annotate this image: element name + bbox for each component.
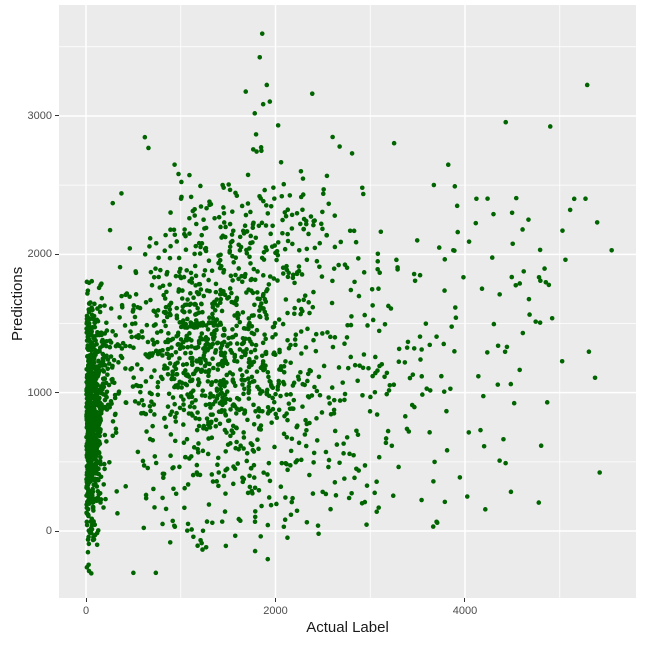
y-tick-mark (55, 392, 59, 394)
scatter-points-canvas (59, 5, 636, 598)
x-tick-mark (464, 598, 466, 602)
x-tick-mark (274, 598, 276, 602)
y-tick-mark (55, 115, 59, 117)
y-tick-label: 3000 (27, 109, 52, 122)
x-tick-label: 4000 (452, 605, 478, 617)
x-axis-title: Actual Label (306, 619, 389, 636)
x-tick-mark (85, 598, 87, 602)
y-tick-mark (55, 530, 59, 532)
x-tick-label: 2000 (263, 605, 288, 617)
x-tick-label: 0 (82, 605, 90, 617)
y-tick-label: 1000 (27, 386, 52, 399)
plot-panel (59, 5, 636, 598)
y-axis-title: Predictions (9, 266, 26, 341)
y-tick-mark (55, 253, 59, 255)
y-tick-label: 0 (45, 525, 52, 538)
y-tick-label: 2000 (27, 248, 52, 261)
